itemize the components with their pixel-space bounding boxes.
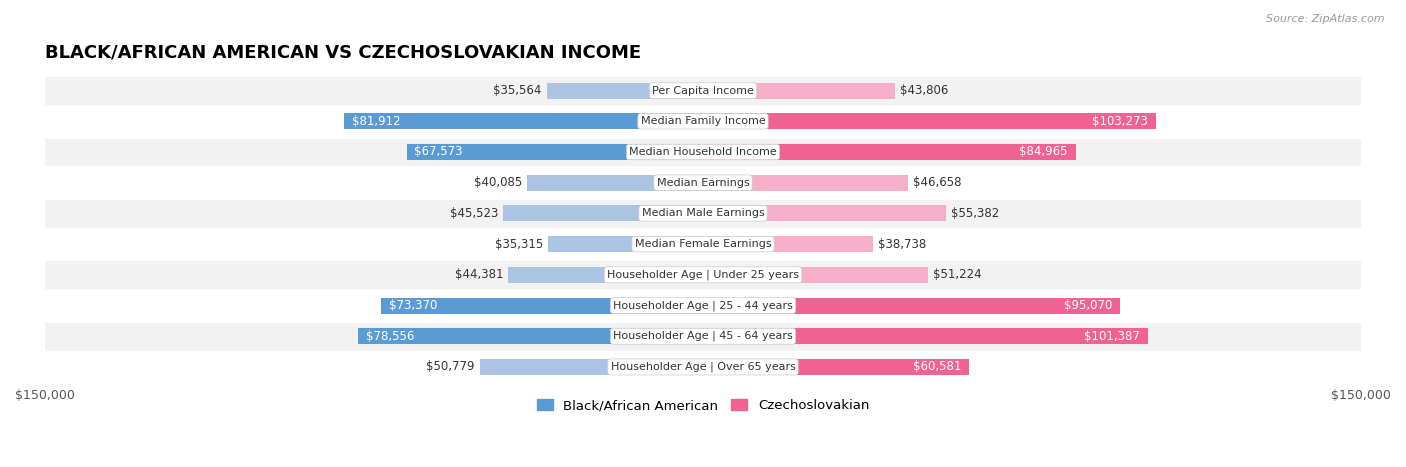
Bar	[703, 328, 1147, 344]
Bar	[703, 267, 928, 283]
Text: $78,556: $78,556	[367, 330, 415, 343]
Text: Householder Age | 45 - 64 years: Householder Age | 45 - 64 years	[613, 331, 793, 341]
Bar	[343, 113, 703, 129]
Bar	[703, 236, 873, 252]
Text: $51,224: $51,224	[934, 269, 981, 281]
Text: $73,370: $73,370	[389, 299, 437, 312]
Text: $95,070: $95,070	[1064, 299, 1112, 312]
Bar	[481, 359, 703, 375]
Bar	[548, 236, 703, 252]
Text: $84,965: $84,965	[1019, 146, 1067, 158]
Text: $103,273: $103,273	[1092, 115, 1149, 128]
Text: $45,523: $45,523	[450, 207, 498, 220]
Bar	[703, 297, 1121, 313]
Text: $35,564: $35,564	[494, 84, 541, 97]
Text: Median Earnings: Median Earnings	[657, 178, 749, 188]
Bar	[359, 328, 703, 344]
Text: Householder Age | 25 - 44 years: Householder Age | 25 - 44 years	[613, 300, 793, 311]
Bar	[547, 83, 703, 99]
Text: $101,387: $101,387	[1084, 330, 1140, 343]
Text: $60,581: $60,581	[912, 361, 960, 374]
FancyBboxPatch shape	[45, 137, 1361, 167]
Text: $50,779: $50,779	[426, 361, 475, 374]
Text: $46,658: $46,658	[912, 176, 962, 189]
Text: $40,085: $40,085	[474, 176, 522, 189]
Text: $81,912: $81,912	[352, 115, 401, 128]
FancyBboxPatch shape	[45, 75, 1361, 106]
Text: Source: ZipAtlas.com: Source: ZipAtlas.com	[1267, 14, 1385, 24]
Text: Median Household Income: Median Household Income	[628, 147, 778, 157]
FancyBboxPatch shape	[45, 198, 1361, 229]
Bar	[703, 205, 946, 221]
Text: Householder Age | Under 25 years: Householder Age | Under 25 years	[607, 269, 799, 280]
Text: Median Family Income: Median Family Income	[641, 116, 765, 126]
Bar	[703, 359, 969, 375]
Bar	[509, 267, 703, 283]
Bar	[703, 144, 1076, 160]
Text: $35,315: $35,315	[495, 238, 543, 251]
Bar	[503, 205, 703, 221]
Text: Median Female Earnings: Median Female Earnings	[634, 239, 772, 249]
Text: Median Male Earnings: Median Male Earnings	[641, 208, 765, 219]
Text: $43,806: $43,806	[900, 84, 949, 97]
FancyBboxPatch shape	[45, 352, 1361, 382]
Text: $67,573: $67,573	[415, 146, 463, 158]
Text: $44,381: $44,381	[454, 269, 503, 281]
FancyBboxPatch shape	[45, 290, 1361, 321]
FancyBboxPatch shape	[45, 260, 1361, 290]
Text: Per Capita Income: Per Capita Income	[652, 85, 754, 96]
FancyBboxPatch shape	[45, 106, 1361, 137]
Bar	[527, 175, 703, 191]
Bar	[406, 144, 703, 160]
Text: Householder Age | Over 65 years: Householder Age | Over 65 years	[610, 362, 796, 372]
Bar	[703, 113, 1156, 129]
FancyBboxPatch shape	[45, 229, 1361, 260]
FancyBboxPatch shape	[45, 167, 1361, 198]
Bar	[703, 175, 908, 191]
Legend: Black/African American, Czechoslovakian: Black/African American, Czechoslovakian	[531, 394, 875, 417]
Text: BLACK/AFRICAN AMERICAN VS CZECHOSLOVAKIAN INCOME: BLACK/AFRICAN AMERICAN VS CZECHOSLOVAKIA…	[45, 43, 641, 61]
Text: $38,738: $38,738	[879, 238, 927, 251]
Bar	[381, 297, 703, 313]
Bar	[703, 83, 896, 99]
FancyBboxPatch shape	[45, 321, 1361, 352]
Text: $55,382: $55,382	[952, 207, 1000, 220]
